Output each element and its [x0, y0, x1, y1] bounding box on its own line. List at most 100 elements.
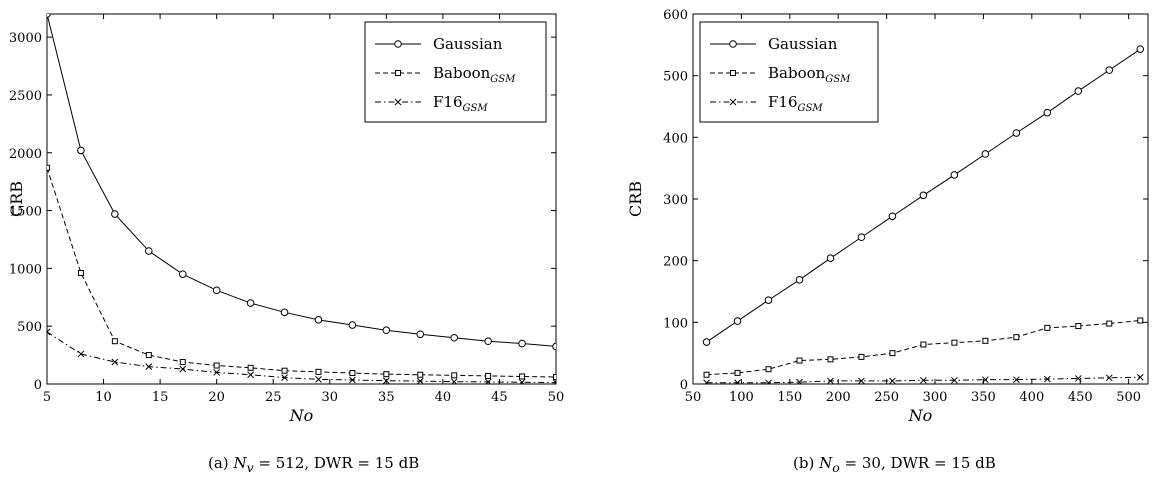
legend-marker — [730, 70, 736, 76]
y-tick-label: 600 — [663, 8, 688, 23]
data-point — [827, 377, 834, 384]
data-point — [764, 296, 773, 304]
x-tick-label: 450 — [1068, 390, 1093, 405]
data-point — [889, 377, 896, 384]
series-f16 — [703, 373, 1144, 384]
data-point — [765, 379, 772, 384]
data-point — [417, 371, 424, 378]
marker-stroke — [77, 350, 85, 358]
marker-stroke — [416, 377, 424, 384]
legend-marker — [394, 40, 402, 48]
x-tick-label: 10 — [95, 390, 112, 405]
x-tick-label: 50 — [685, 390, 702, 405]
marker-stroke — [1043, 375, 1051, 383]
marker-stroke — [552, 379, 556, 384]
caption-b-sub: o — [832, 460, 840, 475]
marker-stroke — [179, 365, 187, 373]
y-tick-label: 500 — [17, 320, 42, 335]
caption-a: (a) Nv = 512, DWR = 15 dB — [208, 454, 419, 475]
data-point — [733, 317, 742, 325]
data-point — [827, 356, 834, 363]
legend-subscript: GSM — [798, 103, 824, 114]
caption-b-prefix: (b) — [793, 454, 815, 472]
series-baboon — [703, 317, 1144, 378]
series-gaussian — [47, 14, 556, 351]
data-point — [451, 372, 458, 379]
data-point — [314, 316, 323, 324]
x-axis-label: No — [289, 406, 314, 425]
data-point — [951, 339, 958, 346]
data-point — [416, 330, 425, 339]
series-baboon — [47, 164, 556, 381]
x-tick-label: 500 — [1116, 390, 1141, 405]
data-point — [280, 308, 289, 317]
marker-stroke — [735, 379, 741, 384]
series-f16 — [47, 328, 556, 384]
marker-stroke — [145, 363, 153, 371]
marker-stroke — [766, 379, 772, 384]
data-point — [382, 326, 391, 335]
caption-a-prefix: (a) — [208, 454, 229, 472]
data-point — [77, 270, 84, 276]
data-point — [281, 374, 288, 381]
data-point — [111, 338, 118, 345]
data-point — [796, 378, 803, 384]
data-point — [920, 376, 927, 384]
data-point — [179, 359, 186, 366]
caption-b: (b) No = 30, DWR = 15 dB — [793, 454, 996, 475]
x-tick-label: 50 — [548, 390, 565, 405]
data-point — [315, 376, 322, 383]
data-point — [552, 342, 556, 351]
data-point — [950, 171, 959, 179]
data-point — [348, 321, 357, 329]
marker-stroke — [47, 331, 51, 336]
data-point — [178, 270, 187, 278]
data-point — [145, 247, 153, 255]
data-point — [553, 374, 556, 381]
data-point — [920, 341, 927, 348]
data-point — [951, 376, 958, 384]
plot-frame — [46, 13, 557, 385]
series-line — [706, 319, 1141, 376]
data-point — [1074, 87, 1083, 95]
caption-a-sub: v — [246, 460, 254, 475]
data-point — [1044, 324, 1051, 331]
data-point — [795, 275, 804, 284]
data-point — [1043, 375, 1051, 383]
data-point — [518, 378, 526, 384]
chart-a: 5 10 15 20 25 30 35 40 45 50050010001500200025003… — [7, 13, 565, 425]
series-line — [47, 331, 556, 384]
data-point — [145, 363, 153, 371]
marker-stroke — [111, 358, 119, 366]
x-tick-label: 5 — [43, 390, 51, 405]
marker-stroke — [1012, 376, 1020, 384]
x-tick-label: 250 — [874, 390, 899, 405]
legend-label: Gaussian — [768, 35, 838, 53]
marker-stroke — [1105, 374, 1113, 382]
marker-stroke — [451, 378, 458, 384]
data-point — [888, 212, 897, 221]
series-gaussian — [702, 45, 1145, 346]
y-tick-label: 100 — [663, 316, 688, 331]
data-point — [519, 373, 526, 380]
legend-subscript: GSM — [825, 74, 851, 85]
x-tick-label: 45 — [491, 390, 508, 405]
data-point — [982, 337, 989, 344]
x-tick-label: 350 — [971, 390, 996, 405]
caption-b-var: N — [819, 454, 833, 472]
marker-stroke — [982, 376, 989, 384]
data-point — [1012, 376, 1020, 384]
data-point — [1074, 375, 1082, 382]
data-point — [703, 379, 710, 384]
marker-stroke — [796, 378, 803, 384]
marker-stroke — [247, 371, 254, 379]
data-point — [703, 371, 710, 378]
data-point — [450, 378, 458, 384]
x-tick-label: 20 — [208, 390, 225, 405]
data-point — [1106, 320, 1113, 327]
marker-stroke — [281, 374, 288, 381]
y-tick-label: 1500 — [9, 205, 42, 220]
data-point — [1105, 374, 1113, 382]
data-point — [485, 372, 492, 379]
